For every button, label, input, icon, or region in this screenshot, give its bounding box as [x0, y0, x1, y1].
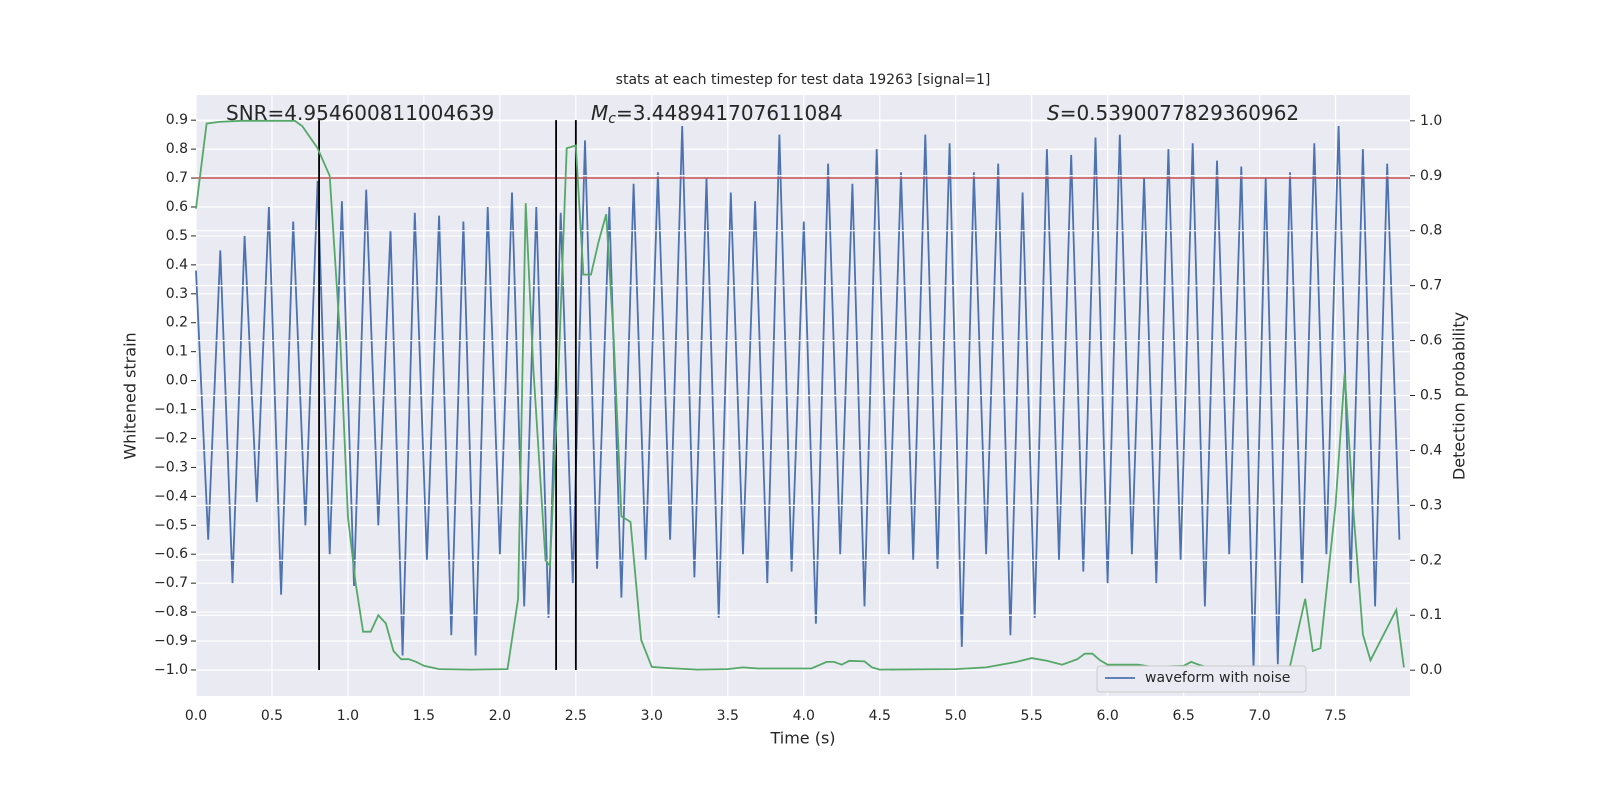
annotation-text: =3.448941707611084	[616, 101, 843, 125]
y-tick-label: 0.1	[166, 344, 188, 360]
x-tick-label: 2.5	[565, 708, 587, 724]
y-tick-label: 0.5	[166, 228, 188, 244]
annotation-symbol: M	[591, 101, 608, 125]
y-tick-label: −0.5	[154, 517, 188, 533]
y2-tick-label: 0.2	[1420, 552, 1442, 568]
x-axis-label: Time (s)	[769, 729, 835, 748]
y-tick-label: 0.4	[166, 257, 188, 273]
y-tick-label: −0.9	[154, 633, 188, 649]
y2-tick-label: 0.4	[1420, 442, 1442, 458]
x-tick-label: 4.0	[793, 708, 815, 724]
y-tick-label: 0.0	[166, 373, 188, 389]
y-tick-label: −1.0	[154, 662, 188, 678]
annotation: Mc=3.448941707611084	[591, 101, 843, 128]
x-tick-label: 1.0	[337, 708, 359, 724]
chart-title: stats at each timestep for test data 192…	[616, 72, 991, 88]
y2-tick-label: 0.6	[1420, 333, 1442, 349]
y-tick-label: −0.6	[154, 546, 188, 562]
x-tick-label: 4.5	[869, 708, 891, 724]
x-tick-label: 2.0	[489, 708, 511, 724]
y-tick-label: 0.8	[166, 141, 188, 157]
y-tick-label: 0.9	[166, 112, 188, 128]
waveform-line	[195, 125, 1401, 671]
legend-box	[1096, 665, 1307, 693]
y2-tick-label: 0.3	[1420, 497, 1442, 513]
x-tick-label: 6.5	[1172, 708, 1194, 724]
annotation: SNR=4.954600811004639	[226, 101, 494, 125]
x-tick-label: 5.0	[945, 708, 967, 724]
annotation-text: SNR=4.954600811004639	[226, 101, 494, 125]
y2-tick-label: 0.0	[1420, 662, 1442, 678]
x-tick-label: 6.0	[1097, 708, 1119, 724]
y-tick-label: −0.3	[154, 459, 188, 475]
x-tick-label: 3.0	[641, 708, 663, 724]
y-tick-label: 0.3	[166, 286, 188, 302]
y-tick-label: −0.7	[154, 575, 188, 591]
y2-tick-label: 0.1	[1420, 607, 1442, 623]
y2-tick-label: 0.7	[1420, 278, 1442, 294]
legend-label: waveform with noise	[1145, 670, 1290, 686]
y-tick-label: −0.8	[154, 604, 188, 620]
y-tick-label: 0.2	[166, 315, 188, 331]
x-tick-label: 1.5	[413, 708, 435, 724]
y2-tick-label: 0.5	[1420, 388, 1442, 404]
x-tick-label: 7.5	[1324, 708, 1346, 724]
annotation-symbol: S	[1047, 101, 1060, 125]
annotation-subscript: c	[608, 111, 616, 127]
y2-tick-label: 0.8	[1420, 223, 1442, 239]
y-tick-label: −0.4	[154, 488, 188, 504]
x-tick-label: 7.0	[1248, 708, 1270, 724]
y-axis-label: Whitened strain	[121, 332, 140, 459]
annotation-text: =0.5390077829360962	[1060, 101, 1299, 125]
x-tick-label: 5.5	[1021, 708, 1043, 724]
y2-tick-label: 1.0	[1420, 113, 1442, 129]
y2-tick-label: 0.9	[1420, 168, 1442, 184]
x-tick-label: 3.5	[717, 708, 739, 724]
y-tick-label: 0.6	[166, 199, 188, 215]
y2-axis-label: Detection probability	[1450, 312, 1469, 480]
x-tick-label: 0.5	[261, 708, 283, 724]
y-tick-label: −0.1	[154, 402, 188, 418]
x-tick-label: 0.0	[185, 708, 207, 724]
y-tick-label: −0.2	[154, 430, 188, 446]
annotation: S=0.5390077829360962	[1047, 101, 1299, 125]
y-tick-label: 0.7	[166, 170, 188, 186]
